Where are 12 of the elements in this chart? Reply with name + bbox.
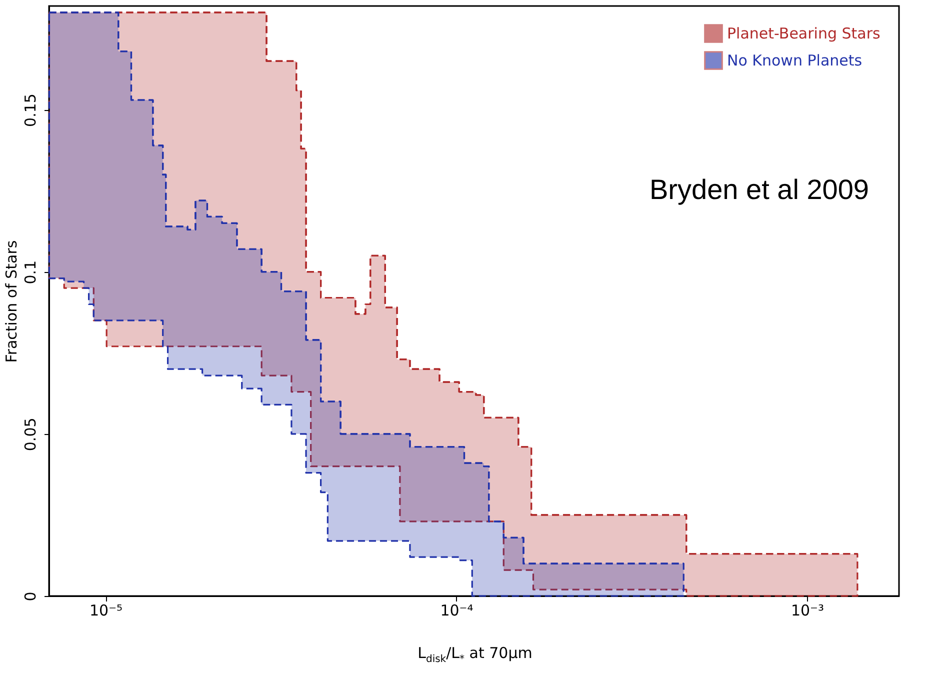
x-tick-label: 10⁻³ xyxy=(790,602,824,620)
x-axis-title: L$_{disk}$/L$_{*}$ at 70μm xyxy=(416,644,534,665)
y-tick-label: 0.05 xyxy=(22,418,40,452)
legend-label: No Known Planets xyxy=(727,52,862,70)
x-tick-label: 10⁻⁴ xyxy=(440,602,474,620)
y-tick-label: 0.1 xyxy=(22,260,40,284)
legend-label: Planet-Bearing Stars xyxy=(727,24,881,42)
annotation: Bryden et al 2009 xyxy=(650,174,869,205)
x-tick-label: 10⁻⁵ xyxy=(90,602,123,620)
y-tick-label: 0 xyxy=(22,592,40,602)
y-axis-title: Fraction of Stars xyxy=(2,240,20,363)
y-tick-label: 0.15 xyxy=(22,94,40,127)
